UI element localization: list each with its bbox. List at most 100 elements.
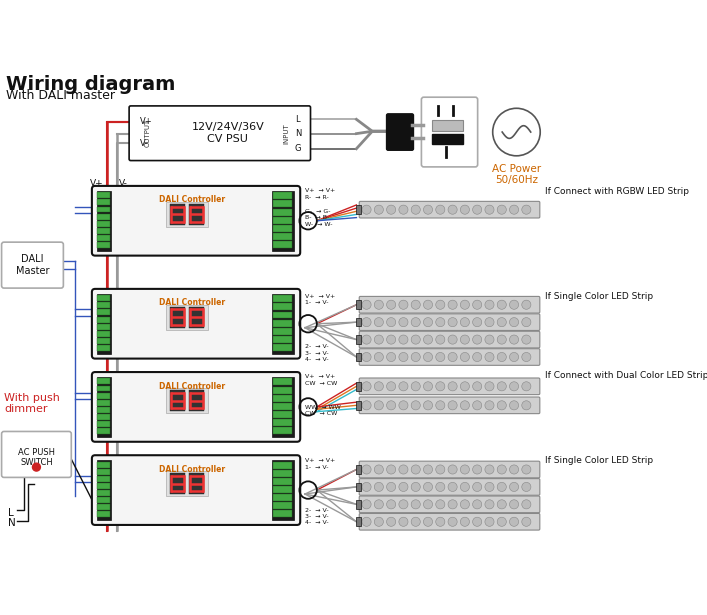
Circle shape xyxy=(497,317,506,327)
Text: If Single Color LED Strip: If Single Color LED Strip xyxy=(545,292,653,301)
Circle shape xyxy=(472,317,481,327)
FancyBboxPatch shape xyxy=(359,496,540,513)
Circle shape xyxy=(411,517,420,526)
Circle shape xyxy=(399,401,408,410)
Text: DALI Controller: DALI Controller xyxy=(159,298,225,308)
Bar xyxy=(98,323,110,330)
Circle shape xyxy=(387,482,396,491)
Text: 3-  → V-: 3- → V- xyxy=(305,351,329,355)
FancyBboxPatch shape xyxy=(92,289,300,359)
Circle shape xyxy=(510,500,519,509)
Text: N: N xyxy=(295,129,301,138)
Circle shape xyxy=(423,465,433,474)
Circle shape xyxy=(448,401,457,410)
Bar xyxy=(274,200,292,207)
Bar xyxy=(189,204,204,224)
Circle shape xyxy=(423,335,433,344)
Circle shape xyxy=(460,401,469,410)
Circle shape xyxy=(485,517,494,526)
Bar xyxy=(98,476,110,482)
Circle shape xyxy=(362,517,371,526)
Circle shape xyxy=(387,465,396,474)
Circle shape xyxy=(485,205,494,214)
Circle shape xyxy=(485,500,494,509)
FancyBboxPatch shape xyxy=(1,242,64,288)
Text: AC Power
50/60Hz: AC Power 50/60Hz xyxy=(492,164,541,185)
FancyBboxPatch shape xyxy=(1,432,71,477)
FancyBboxPatch shape xyxy=(359,478,540,495)
Circle shape xyxy=(436,465,445,474)
Bar xyxy=(274,510,292,517)
Bar xyxy=(274,192,292,199)
Bar xyxy=(98,512,110,517)
FancyBboxPatch shape xyxy=(359,201,540,218)
Circle shape xyxy=(399,205,408,214)
Bar xyxy=(274,470,292,477)
Text: 2-  → V-: 2- → V- xyxy=(305,344,329,349)
Circle shape xyxy=(423,317,433,327)
Bar xyxy=(274,395,292,402)
Circle shape xyxy=(472,335,481,344)
Bar xyxy=(274,494,292,501)
Circle shape xyxy=(497,482,506,491)
Bar xyxy=(98,235,110,241)
Text: G: G xyxy=(295,144,301,153)
Circle shape xyxy=(374,517,383,526)
Bar xyxy=(98,309,110,315)
Circle shape xyxy=(374,300,383,309)
Circle shape xyxy=(460,352,469,362)
Bar xyxy=(274,312,292,319)
Circle shape xyxy=(522,335,531,344)
Circle shape xyxy=(485,382,494,391)
Text: AC PUSH
SWITCH: AC PUSH SWITCH xyxy=(18,448,55,467)
Circle shape xyxy=(436,482,445,491)
Circle shape xyxy=(362,335,371,344)
Circle shape xyxy=(399,300,408,309)
Circle shape xyxy=(522,300,531,309)
Bar xyxy=(274,403,292,410)
Bar xyxy=(98,199,110,205)
Circle shape xyxy=(387,517,396,526)
Circle shape xyxy=(510,205,519,214)
Bar xyxy=(97,460,111,520)
Circle shape xyxy=(522,401,531,410)
Bar xyxy=(98,221,110,227)
Bar xyxy=(274,502,292,509)
Circle shape xyxy=(485,335,494,344)
Circle shape xyxy=(411,317,420,327)
Circle shape xyxy=(436,300,445,309)
Text: W-  → W-: W- → W- xyxy=(305,221,332,226)
Bar xyxy=(98,317,110,322)
Circle shape xyxy=(497,335,506,344)
Text: Wiring diagram: Wiring diagram xyxy=(6,75,176,94)
Circle shape xyxy=(387,300,396,309)
Circle shape xyxy=(374,401,383,410)
Bar xyxy=(98,462,110,467)
Circle shape xyxy=(485,401,494,410)
Bar xyxy=(98,207,110,212)
FancyBboxPatch shape xyxy=(359,349,540,365)
Circle shape xyxy=(460,482,469,491)
Circle shape xyxy=(472,517,481,526)
Bar xyxy=(189,474,204,494)
Bar xyxy=(98,228,110,234)
Text: V+  → V+: V+ → V+ xyxy=(305,375,335,379)
Circle shape xyxy=(522,317,531,327)
Bar xyxy=(274,241,292,248)
Bar xyxy=(170,391,185,411)
Bar xyxy=(271,191,294,251)
Circle shape xyxy=(362,482,371,491)
Circle shape xyxy=(423,205,433,214)
FancyBboxPatch shape xyxy=(129,106,310,161)
Circle shape xyxy=(387,317,396,327)
Bar xyxy=(98,483,110,489)
Circle shape xyxy=(448,205,457,214)
Circle shape xyxy=(472,300,481,309)
Bar xyxy=(356,401,361,410)
Bar xyxy=(274,462,292,469)
Bar xyxy=(98,386,110,392)
Circle shape xyxy=(497,382,506,391)
FancyBboxPatch shape xyxy=(359,296,540,313)
Bar xyxy=(271,460,294,520)
Bar xyxy=(97,377,111,437)
